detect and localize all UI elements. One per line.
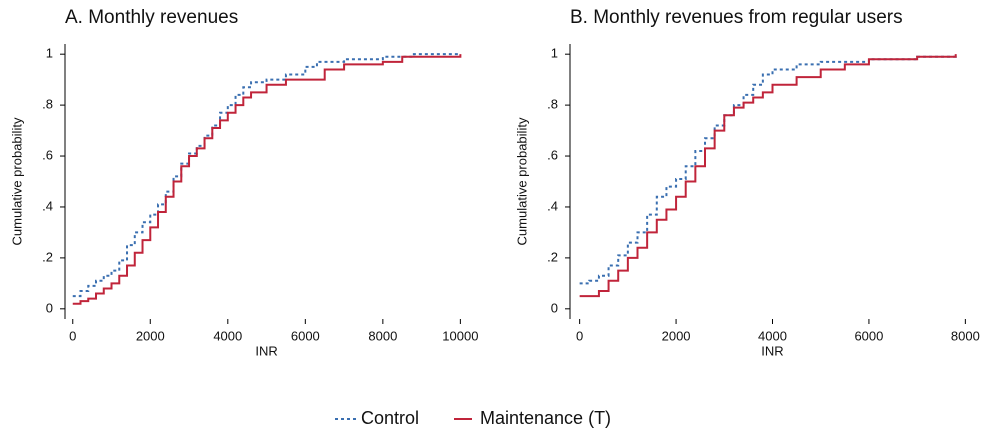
y-tick-label: .8 xyxy=(42,97,53,112)
legend-label: Maintenance (T) xyxy=(480,408,611,428)
cdf-line xyxy=(72,54,462,305)
y-tick-label: .2 xyxy=(42,249,53,264)
cdf-line xyxy=(72,53,461,298)
y-tick-label: .2 xyxy=(547,249,558,264)
x-tick-label: 10000 xyxy=(442,328,478,343)
x-tick-label: 0 xyxy=(69,328,76,343)
x-tick-label: 6000 xyxy=(291,328,320,343)
y-tick-label: 1 xyxy=(551,46,558,61)
legend-label: Control xyxy=(361,408,419,428)
x-tick-label: 8000 xyxy=(368,328,397,343)
x-tick-label: 2000 xyxy=(662,328,691,343)
y-tick-label: .4 xyxy=(42,198,53,213)
x-tick-label: 4000 xyxy=(758,328,787,343)
x-axis-title: INR xyxy=(255,343,277,358)
y-tick-label: .8 xyxy=(547,97,558,112)
cdf-line xyxy=(579,54,957,285)
y-tick-label: 0 xyxy=(46,300,53,315)
chart-title: B. Monthly revenues from regular users xyxy=(570,7,903,28)
x-axis-title: INR xyxy=(761,343,783,358)
cdf-line xyxy=(579,54,957,298)
x-tick-label: 6000 xyxy=(854,328,883,343)
y-tick-label: .6 xyxy=(547,147,558,162)
x-tick-label: 2000 xyxy=(136,328,165,343)
y-tick-label: 0 xyxy=(551,300,558,315)
x-tick-label: 4000 xyxy=(213,328,242,343)
y-tick-label: .6 xyxy=(42,147,53,162)
chart-title: A. Monthly revenues xyxy=(65,7,238,28)
y-axis-title: Cumulative probability xyxy=(9,117,24,245)
y-axis-title: Cumulative probability xyxy=(514,117,529,245)
y-tick-label: 1 xyxy=(46,46,53,61)
x-tick-label: 8000 xyxy=(951,328,980,343)
x-tick-label: 0 xyxy=(576,328,583,343)
y-tick-label: .4 xyxy=(547,198,558,213)
